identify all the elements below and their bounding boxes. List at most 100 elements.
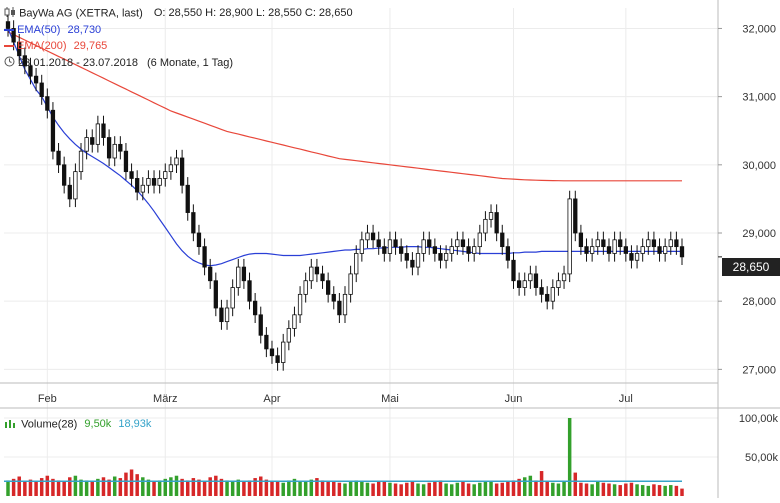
volume-bar bbox=[96, 478, 100, 496]
candle-body bbox=[472, 246, 477, 254]
candle-body bbox=[17, 41, 22, 57]
volume-bar bbox=[584, 483, 589, 496]
volume-bar bbox=[79, 479, 83, 496]
candle-body bbox=[297, 293, 303, 316]
volume-bar bbox=[657, 485, 662, 496]
candle-body bbox=[359, 239, 364, 254]
volume-bar bbox=[68, 477, 72, 496]
volume-bar bbox=[45, 475, 50, 496]
candle-body bbox=[505, 246, 511, 261]
volume-bar bbox=[62, 481, 66, 496]
candle-body bbox=[370, 232, 376, 241]
volume-bar bbox=[219, 478, 224, 496]
volume-bar bbox=[157, 480, 162, 496]
volume-bar bbox=[461, 481, 465, 496]
ohlc-readout: O: 28,550 H: 28,900 L: 28,550 C: 28,650 bbox=[153, 7, 353, 20]
candle-body bbox=[449, 246, 454, 254]
volume-bar bbox=[197, 479, 201, 496]
volume-bar bbox=[416, 483, 420, 496]
volume-bar bbox=[259, 476, 263, 496]
volume-bar bbox=[73, 475, 78, 496]
ema50-label: EMA(50) bbox=[17, 24, 61, 36]
candle-body bbox=[415, 253, 421, 268]
volume-bar bbox=[601, 482, 606, 496]
candle-body bbox=[443, 253, 449, 261]
candle-body bbox=[500, 232, 505, 248]
candle-body bbox=[56, 150, 61, 166]
volume-bar bbox=[6, 480, 10, 496]
candle-body bbox=[140, 184, 145, 193]
volume-bar bbox=[214, 475, 218, 496]
candle-body bbox=[651, 239, 657, 248]
candle-body bbox=[387, 239, 393, 254]
candle-body bbox=[438, 253, 443, 261]
candle-body bbox=[545, 293, 550, 302]
price-tick-label: 28,000 bbox=[742, 296, 776, 308]
candle-body bbox=[326, 280, 331, 295]
volume-value: 9,50k bbox=[84, 418, 112, 431]
volume-bar bbox=[247, 480, 252, 496]
candle-body bbox=[247, 280, 252, 302]
candle-body bbox=[196, 232, 202, 248]
candle-body bbox=[146, 178, 151, 186]
ema50-value: 28,730 bbox=[67, 24, 102, 36]
volume-bar bbox=[663, 485, 667, 496]
current-price-badge: 28,650 bbox=[722, 258, 780, 276]
instrument-name: BayWa AG (XETRA, last) bbox=[19, 7, 143, 20]
candle-body bbox=[550, 287, 555, 302]
volume-bar bbox=[326, 481, 330, 496]
volume-bar bbox=[511, 480, 516, 496]
volume-bar bbox=[51, 478, 55, 496]
volume-avg-value: 18,93k bbox=[118, 418, 152, 431]
volume-bar bbox=[84, 480, 89, 496]
candle-body bbox=[28, 65, 33, 77]
volume-bar bbox=[534, 480, 538, 496]
candle-body bbox=[45, 96, 50, 111]
volume-bar bbox=[225, 480, 229, 496]
volume-bar bbox=[556, 483, 561, 496]
candle-body bbox=[567, 198, 572, 275]
ema200-label: EMA(200) bbox=[17, 40, 67, 52]
candle-body bbox=[483, 218, 488, 234]
candle-body bbox=[573, 198, 578, 234]
candle-body bbox=[314, 266, 320, 275]
month-tick-label: Mai bbox=[381, 393, 399, 405]
price-tick-label: 31,000 bbox=[742, 92, 776, 104]
volume-bar bbox=[191, 478, 196, 496]
volume-bar bbox=[287, 480, 291, 496]
candle-body bbox=[668, 239, 673, 248]
volume-bar bbox=[382, 481, 387, 496]
ema200-line bbox=[7, 31, 682, 182]
price-tick-label: 32,000 bbox=[742, 23, 776, 35]
month-tick-label: Jun bbox=[505, 393, 523, 405]
volume-bar bbox=[112, 476, 117, 496]
volume-bar bbox=[39, 478, 44, 496]
volume-bar bbox=[371, 483, 375, 496]
volume-bar bbox=[427, 482, 431, 496]
candle-body bbox=[208, 266, 213, 282]
candle-body bbox=[241, 266, 247, 282]
ema50-line-icon bbox=[4, 29, 14, 32]
candle-body bbox=[578, 232, 584, 248]
candle-body bbox=[33, 75, 39, 84]
candle-body bbox=[269, 348, 275, 357]
volume-bar bbox=[506, 481, 510, 496]
candle-body bbox=[640, 246, 645, 254]
volume-bar bbox=[590, 484, 594, 496]
candle-body bbox=[219, 307, 224, 323]
ema200-legend: EMA(200) 29,765 bbox=[4, 40, 107, 52]
candle-body bbox=[185, 184, 190, 213]
candle-body bbox=[118, 143, 123, 152]
volume-bar bbox=[449, 484, 454, 496]
candle-body bbox=[90, 137, 95, 145]
candle-body bbox=[511, 259, 516, 282]
candle-body bbox=[191, 212, 196, 234]
volume-bar bbox=[129, 469, 134, 496]
volume-tick-label: 100,00k bbox=[739, 413, 779, 425]
candle-body bbox=[129, 171, 134, 179]
volume-bar bbox=[596, 481, 600, 496]
volume-bar bbox=[410, 481, 415, 496]
candle-body bbox=[202, 246, 207, 268]
candle-body bbox=[286, 328, 291, 343]
